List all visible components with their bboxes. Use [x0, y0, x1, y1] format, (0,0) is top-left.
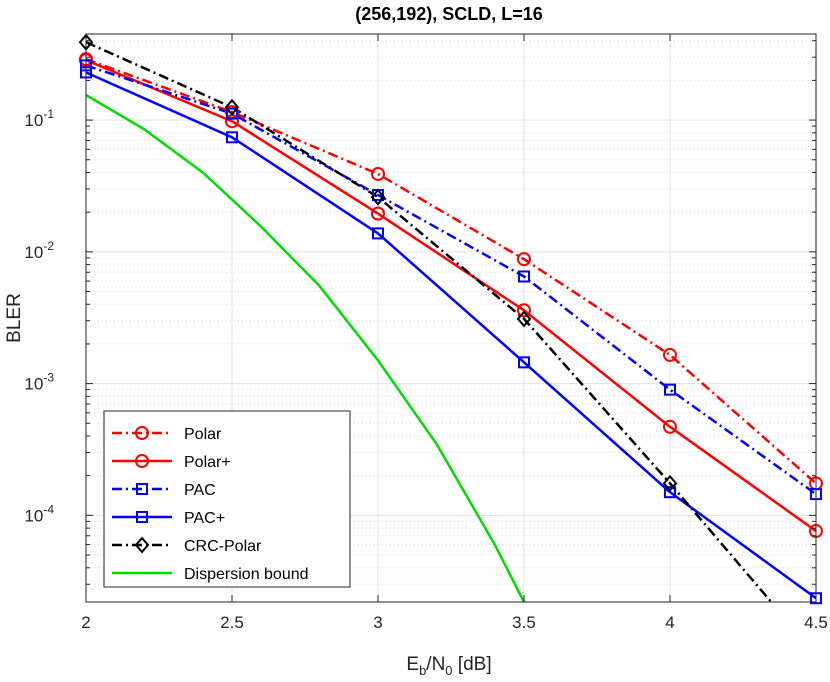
marker-group [78, 33, 823, 605]
data-point-marker [517, 303, 531, 318]
data-point-marker [664, 383, 676, 396]
x-axis-label-unit: [dB] [453, 654, 492, 675]
data-point-marker [134, 536, 150, 554]
data-point-marker [518, 356, 530, 369]
data-point-marker [662, 474, 678, 492]
series-line-pac- [86, 71, 816, 600]
data-point-marker [371, 206, 385, 221]
series-line-dispersion-bound [86, 93, 526, 602]
data-point-marker [135, 454, 149, 468]
y-tick-label: 10-4 [24, 502, 54, 525]
data-point-marker [135, 426, 149, 440]
tick-marks [85, 34, 817, 602]
y-tick-labels: 10-4 10-3 10-2 10-1 [24, 107, 54, 525]
x-axis-label-sub1: b [419, 663, 426, 678]
legend-label: Polar [184, 426, 222, 443]
legend: Polar Polar+ PAC PAC+ CRC-Polar Dispersion bo… [103, 410, 351, 588]
x-tick-label: 4 [665, 613, 674, 632]
x-tick-label: 3 [373, 613, 382, 632]
series-line-polar- [86, 58, 816, 533]
data-point-marker [136, 483, 148, 495]
data-point-marker [224, 98, 240, 116]
data-point-marker [663, 419, 677, 434]
y-axis-label: BLER [4, 293, 25, 343]
series-line-crc-polar [86, 41, 773, 602]
data-point-marker [371, 166, 385, 181]
x-tick-label: 2 [81, 613, 90, 632]
legend-label: PAC+ [184, 510, 225, 527]
data-point-marker [226, 131, 238, 144]
x-axis-label-main: E [406, 654, 419, 675]
data-point-marker [226, 107, 238, 120]
data-point-marker [663, 347, 677, 362]
x-tick-labels: 2 2.5 3 3.5 4 4.5 [81, 613, 828, 632]
minor-grid [86, 40, 816, 585]
x-axis-label: Eb/N0 [dB] [406, 654, 491, 678]
series-line-pac [86, 64, 816, 496]
legend-label: PAC [184, 482, 216, 499]
data-point-marker [516, 310, 532, 328]
x-tick-label: 2.5 [220, 613, 244, 632]
series-group [86, 41, 816, 602]
legend-box [103, 410, 351, 588]
x-tick-label: 4.5 [804, 613, 828, 632]
x-axis-label-sub2: 0 [445, 663, 452, 678]
y-tick-label: 10-3 [24, 371, 54, 394]
data-point-marker [370, 188, 386, 206]
x-axis-label-slash: /N [426, 654, 445, 675]
legend-label: Polar+ [184, 454, 231, 471]
data-point-marker [664, 486, 676, 499]
legend-label: CRC-Polar [184, 538, 262, 555]
y-tick-label: 10-1 [24, 107, 54, 130]
plot-frame [85, 33, 817, 603]
data-point-marker [518, 270, 530, 283]
data-point-marker [517, 252, 531, 267]
legend-label: Dispersion bound [184, 566, 309, 583]
data-point-marker [372, 227, 384, 240]
data-point-marker [136, 511, 148, 523]
series-line-polar [86, 57, 816, 485]
chart-title: (256,192), SCLD, L=16 [355, 4, 543, 24]
x-tick-label: 3.5 [512, 613, 536, 632]
y-tick-label: 10-2 [24, 239, 54, 262]
